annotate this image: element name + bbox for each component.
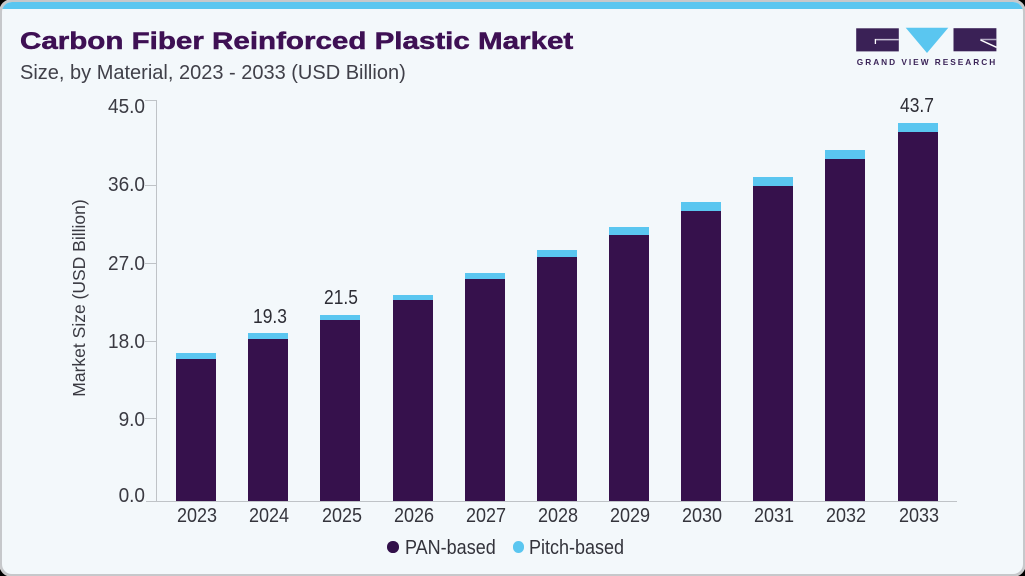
svg-text:GRAND VIEW RESEARCH: GRAND VIEW RESEARCH [857,57,995,67]
